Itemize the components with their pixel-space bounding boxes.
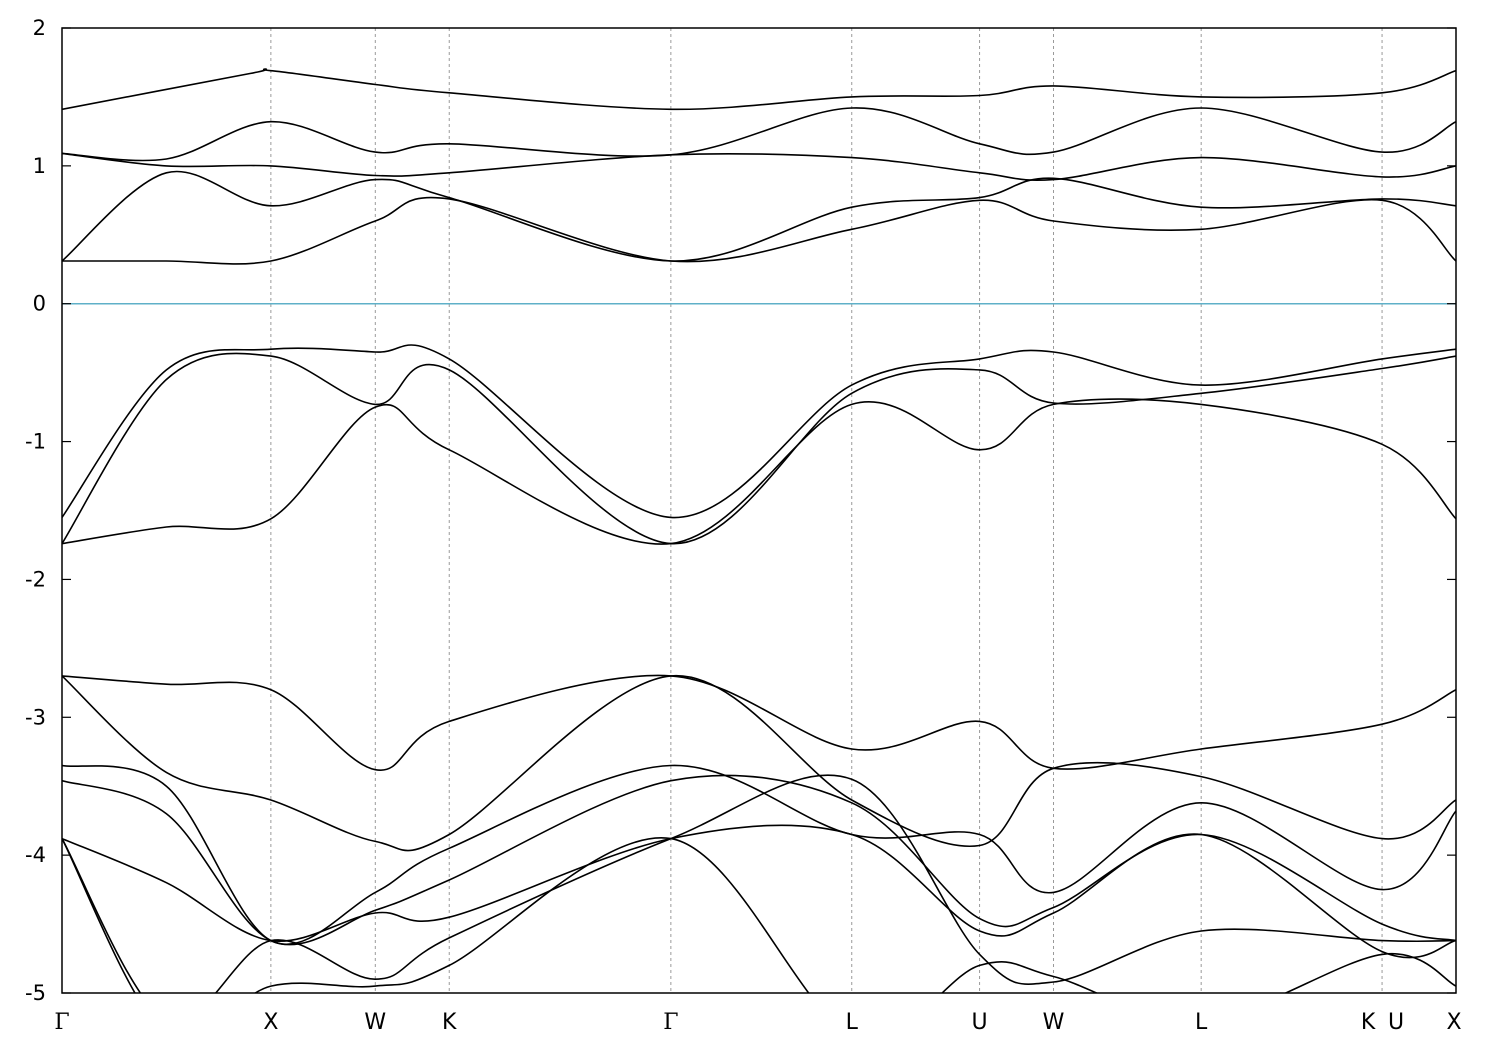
y-tick-label: -2 (25, 567, 46, 591)
x-tick-label: K (1361, 1010, 1376, 1035)
x-tick-label: U (1388, 1010, 1404, 1035)
y-tick-label: -5 (25, 981, 46, 1005)
band-line (62, 764, 1456, 946)
x-tick-label: L (846, 1010, 859, 1035)
x-tick-label: Γ (663, 1010, 678, 1035)
y-tick-label: 0 (33, 292, 46, 316)
band-line (62, 344, 1456, 519)
vertical-gridlines (270, 28, 1383, 993)
band-lines (62, 68, 1456, 993)
y-tick-label: 2 (33, 16, 46, 40)
band-line (62, 152, 1456, 182)
plot-frame (61, 27, 1457, 994)
x-tick-label: K (442, 1010, 457, 1035)
band-line (62, 170, 1456, 262)
band-line (62, 837, 1456, 993)
x-tick-label: W (1043, 1010, 1065, 1035)
x-tick-label: U (972, 1010, 988, 1035)
band-line (62, 398, 1456, 545)
y-axis-ticks: 2 1 0 -1 -2 -3 -4 -5 (25, 16, 1456, 1005)
x-tick-label: X (263, 1010, 278, 1035)
band-line (62, 774, 1456, 993)
y-tick-label: -1 (25, 430, 46, 454)
x-tick-label: X (1446, 1010, 1461, 1035)
y-tick-label: -4 (25, 843, 46, 867)
band-line (62, 196, 1456, 265)
x-tick-label: L (1195, 1010, 1208, 1035)
band-line (62, 674, 1456, 771)
x-tick-label: W (364, 1010, 386, 1035)
band-line (62, 352, 1456, 545)
y-tick-label: 1 (33, 154, 46, 178)
band-line (62, 68, 1456, 111)
band-line (62, 107, 1456, 162)
band-line (62, 675, 1456, 852)
x-tick-label: Γ (54, 1010, 69, 1035)
y-tick-label: -3 (25, 705, 46, 729)
